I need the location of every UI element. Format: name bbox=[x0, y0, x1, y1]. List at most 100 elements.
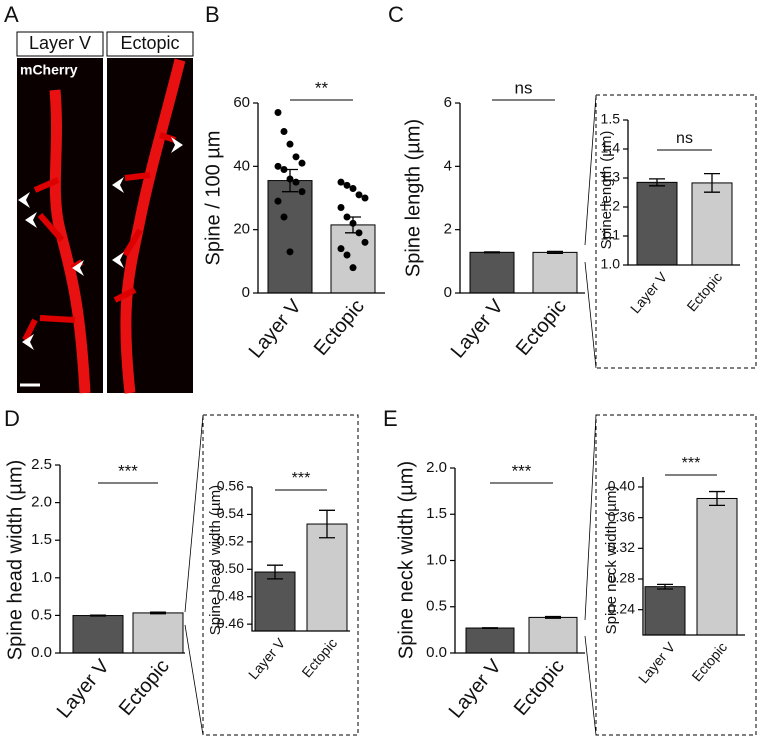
bar bbox=[696, 497, 738, 636]
inset-box bbox=[202, 414, 359, 736]
bar bbox=[132, 612, 184, 654]
y-tick-label: 1.0 bbox=[31, 569, 52, 586]
data-point bbox=[361, 194, 369, 202]
significance: ns bbox=[515, 78, 533, 97]
y-axis-label: Spine / 100 µm bbox=[202, 131, 224, 266]
x-tick-label: Layer V bbox=[447, 295, 509, 362]
spines bbox=[113, 132, 176, 303]
significance: ** bbox=[315, 78, 329, 97]
error-bar bbox=[704, 173, 720, 193]
bar bbox=[465, 627, 515, 654]
error-bar bbox=[657, 583, 673, 590]
y-tick-label: 1.0 bbox=[601, 256, 621, 272]
x-tick-label: Layer V bbox=[627, 269, 671, 317]
y-tick-label: 0.0 bbox=[426, 644, 447, 661]
y-tick-label: 0.0 bbox=[31, 644, 52, 661]
panel-letter: E bbox=[383, 406, 398, 431]
y-tick-label: 0.50 bbox=[217, 560, 244, 576]
y-tick-label: 0.36 bbox=[608, 508, 635, 524]
y-tick-label: 6 bbox=[444, 94, 452, 111]
y-tick-label: 0.40 bbox=[608, 478, 635, 494]
x-tick-label: Ectopic bbox=[298, 635, 340, 680]
error-bar bbox=[150, 611, 166, 615]
bar bbox=[532, 251, 578, 294]
data-point bbox=[280, 213, 288, 221]
error-bar bbox=[547, 250, 563, 255]
data-point bbox=[274, 197, 282, 205]
x-tick-label: Ectopic bbox=[310, 295, 369, 359]
panel-letter: C bbox=[388, 2, 404, 27]
y-tick-label: 1.3 bbox=[601, 169, 621, 185]
data-point bbox=[298, 159, 306, 167]
bar bbox=[469, 251, 515, 294]
x-tick-label: Ectopic bbox=[688, 639, 730, 684]
x-tick-label: Layer V bbox=[245, 635, 289, 683]
y-tick-label: 1.4 bbox=[601, 140, 621, 156]
x-tick-label: Layer V bbox=[245, 295, 307, 362]
micrograph bbox=[107, 58, 193, 393]
data-point bbox=[286, 140, 294, 148]
panel-a: A Layer V Ectopic mCherry bbox=[4, 2, 194, 394]
data-point bbox=[298, 188, 306, 196]
y-tick-label: 1.2 bbox=[601, 198, 621, 214]
data-point bbox=[343, 251, 351, 259]
y-tick-label: 0.56 bbox=[217, 478, 244, 494]
data-point bbox=[292, 178, 300, 186]
label-box bbox=[16, 31, 104, 57]
y-tick-label: 0.46 bbox=[217, 615, 244, 631]
panel-letter: B bbox=[205, 2, 220, 27]
dendrite bbox=[120, 58, 186, 394]
x-tick-label: Layer V bbox=[635, 639, 679, 687]
y-tick-label: 4 bbox=[444, 157, 452, 174]
y-tick-label: 1.1 bbox=[601, 227, 621, 243]
y-tick-label: 0 bbox=[242, 284, 250, 301]
data-point bbox=[355, 191, 363, 199]
y-tick-label: 2 bbox=[444, 221, 452, 238]
bar bbox=[254, 571, 296, 632]
error-bar bbox=[319, 509, 335, 539]
significance: *** bbox=[512, 461, 532, 480]
y-axis-label: Spine neck width (µm) bbox=[395, 461, 417, 659]
image-label: Layer V bbox=[29, 33, 91, 53]
connector bbox=[184, 94, 597, 736]
y-tick-label: 60 bbox=[233, 94, 250, 111]
y-tick-label: 1.0 bbox=[426, 551, 447, 568]
y-axis-label: Spine length (µm) bbox=[402, 119, 424, 277]
y-tick-label: 1.5 bbox=[31, 531, 52, 548]
data-point bbox=[274, 162, 282, 170]
data-point bbox=[337, 204, 345, 211]
significance: *** bbox=[682, 455, 701, 472]
y-tick-label: 0.48 bbox=[217, 587, 244, 603]
y-axis-label: Spine head width (µm) bbox=[4, 460, 26, 661]
data-point bbox=[286, 248, 294, 256]
y-tick-label: 2.5 bbox=[31, 456, 52, 473]
y-tick-label: 40 bbox=[233, 157, 250, 174]
significance: *** bbox=[118, 461, 138, 480]
significance: ns bbox=[676, 130, 693, 147]
bar bbox=[528, 616, 578, 654]
y-tick-label: 1.5 bbox=[426, 505, 447, 522]
error-bar bbox=[484, 251, 500, 254]
y-tick-label: 0 bbox=[444, 284, 452, 301]
y-tick-label: 0.24 bbox=[608, 600, 635, 616]
data-point bbox=[337, 178, 345, 186]
significance: *** bbox=[292, 470, 311, 487]
x-tick-label: Ectopic bbox=[512, 295, 571, 359]
data-point bbox=[274, 109, 282, 116]
error-bar bbox=[482, 627, 498, 629]
bar bbox=[691, 182, 733, 266]
x-tick-label: Ectopic bbox=[510, 655, 569, 719]
y-tick-label: 0.32 bbox=[608, 539, 635, 555]
stain-label: mCherry bbox=[20, 62, 78, 78]
x-tick-label: Layer V bbox=[53, 655, 115, 722]
data-point bbox=[337, 245, 345, 253]
y-tick-label: 0.5 bbox=[426, 598, 447, 615]
data-point bbox=[349, 264, 357, 272]
bar bbox=[306, 523, 348, 632]
inset-box bbox=[595, 414, 757, 736]
x-tick-label: Layer V bbox=[445, 655, 507, 722]
y-tick-label: 0.5 bbox=[31, 606, 52, 623]
bar bbox=[330, 224, 376, 294]
y-tick-label: 1.5 bbox=[601, 111, 621, 127]
